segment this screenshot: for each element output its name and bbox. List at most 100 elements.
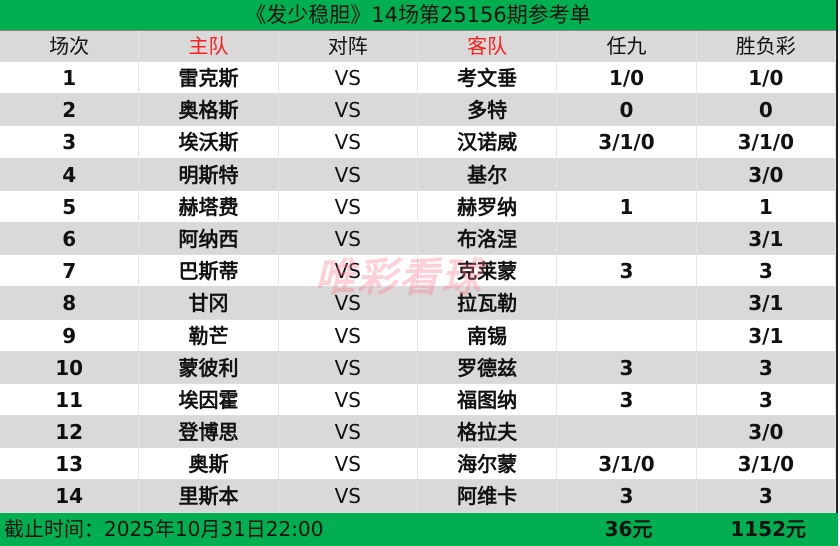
- home-team: 登博思: [139, 416, 279, 448]
- match-no: 8: [0, 287, 140, 319]
- home-team: 赫塔费: [139, 190, 279, 222]
- sfc-pick: 3/0: [697, 158, 836, 190]
- home-team: 奥格斯: [139, 94, 279, 126]
- ren9-pick: [557, 158, 697, 190]
- table-row: 6 阿纳西 VS 布洛涅 3/1: [0, 222, 836, 256]
- versus: VS: [279, 62, 418, 94]
- home-team: 勒芒: [139, 319, 279, 351]
- match-no: 7: [0, 255, 140, 287]
- table-row: 14 里斯本 VS 阿维卡 3 3: [0, 480, 836, 513]
- sfc-pick: 3: [697, 383, 836, 416]
- table-row: 11 埃因霍 VS 福图纳 3 3: [0, 383, 836, 417]
- ren9-pick: 3: [557, 255, 697, 287]
- ren9-pick: [557, 416, 697, 448]
- match-no: 9: [0, 319, 140, 351]
- away-team: 赫罗纳: [418, 190, 558, 222]
- table-row: 4 明斯特 VS 基尔 3/0: [0, 158, 836, 191]
- away-team: 汉诺威: [418, 126, 558, 158]
- header-home-team: 主队: [139, 31, 279, 61]
- header-sfc-pick: 胜负彩: [697, 31, 836, 61]
- home-team: 甘冈: [139, 287, 279, 319]
- away-team: 格拉夫: [418, 416, 558, 448]
- table-row: 2 奥格斯 VS 多特 0 0: [0, 94, 836, 127]
- header-ren9-pick: 任九: [557, 31, 697, 61]
- table-row: 12 登博思 VS 格拉夫 3/0: [0, 416, 836, 449]
- match-no: 11: [0, 383, 140, 416]
- match-no: 2: [0, 94, 140, 126]
- ren9-pick: [557, 319, 697, 351]
- sfc-price: 1152元: [730, 517, 807, 541]
- sfc-pick: 3/1: [697, 222, 836, 255]
- home-team: 埃沃斯: [139, 126, 279, 158]
- versus: VS: [279, 416, 418, 448]
- r9-price: 36元: [604, 517, 653, 541]
- versus: VS: [279, 126, 418, 158]
- ren9-pick: 1: [557, 190, 697, 222]
- ren9-pick: 3/1/0: [557, 126, 697, 158]
- away-team: 海尔蒙: [418, 448, 558, 480]
- header-row: 场次 主队 对阵 客队 任九 胜负彩: [0, 31, 836, 62]
- table-row: 7 巴斯蒂 VS 克莱蒙 3 3: [0, 255, 836, 288]
- table-row: 1 雷克斯 VS 考文垂 1/0 1/0: [0, 62, 836, 95]
- sfc-pick: 1/0: [697, 62, 836, 94]
- footer-row: 截止时间：2025年10月31日22:00 36元 1152元: [0, 513, 838, 546]
- table-title: 《发少稳胆》14场第25156期参考单: [0, 0, 836, 31]
- versus: VS: [279, 287, 418, 319]
- versus: VS: [279, 222, 418, 255]
- table-row: 9 勒芒 VS 南锡 3/1: [0, 319, 836, 352]
- away-team: 罗德兹: [418, 351, 558, 383]
- ren9-pick: 1/0: [557, 62, 697, 94]
- match-no: 6: [0, 222, 140, 255]
- match-no: 10: [0, 351, 140, 383]
- away-team: 南锡: [418, 319, 558, 351]
- versus: VS: [279, 255, 418, 287]
- away-team: 福图纳: [418, 383, 558, 416]
- home-team: 阿纳西: [139, 222, 279, 255]
- home-team: 巴斯蒂: [139, 255, 279, 287]
- away-team: 拉瓦勒: [418, 287, 558, 319]
- versus: VS: [279, 480, 418, 512]
- match-no: 14: [0, 480, 140, 512]
- table-row: 13 奥斯 VS 海尔蒙 3/1/0 3/1/0: [0, 448, 836, 481]
- versus: VS: [279, 448, 418, 480]
- away-team: 阿维卡: [418, 480, 558, 512]
- sfc-pick: 3/1: [697, 319, 836, 351]
- sfc-pick: 3/1: [697, 287, 836, 319]
- away-team: 基尔: [418, 158, 558, 190]
- home-team: 雷克斯: [139, 62, 279, 94]
- versus: VS: [279, 158, 418, 190]
- match-no: 1: [0, 62, 140, 94]
- versus: VS: [279, 94, 418, 126]
- away-team: 克莱蒙: [418, 255, 558, 287]
- versus: VS: [279, 351, 418, 383]
- versus: VS: [279, 190, 418, 222]
- sfc-pick: 0: [697, 94, 836, 126]
- match-no: 3: [0, 126, 140, 158]
- away-team: 多特: [418, 94, 558, 126]
- ren9-pick: 3: [557, 351, 697, 383]
- home-team: 奥斯: [139, 448, 279, 480]
- home-team: 明斯特: [139, 158, 279, 190]
- ren9-pick: 3: [557, 383, 697, 416]
- sfc-pick: 3: [697, 480, 836, 512]
- table-row: 10 蒙彼利 VS 罗德兹 3 3: [0, 351, 836, 384]
- sfc-pick: 3/1/0: [697, 126, 836, 158]
- ren9-pick: [557, 287, 697, 319]
- home-team: 蒙彼利: [139, 351, 279, 383]
- sfc-pick: 3/1/0: [697, 448, 836, 480]
- table-row: 5 赫塔费 VS 赫罗纳 1 1: [0, 190, 836, 223]
- match-no: 12: [0, 416, 140, 448]
- table-row: 3 埃沃斯 VS 汉诺威 3/1/0 3/1/0: [0, 126, 836, 159]
- header-match-no: 场次: [0, 31, 140, 61]
- away-team: 布洛涅: [418, 222, 558, 255]
- header-away-team: 客队: [418, 31, 558, 61]
- away-team: 考文垂: [418, 62, 558, 94]
- match-no: 4: [0, 158, 140, 190]
- ren9-pick: 3: [557, 480, 697, 512]
- match-no: 5: [0, 190, 140, 222]
- header-versus: 对阵: [279, 31, 418, 61]
- versus: VS: [279, 319, 418, 351]
- ren9-pick: 3/1/0: [557, 448, 697, 480]
- deadline: 截止时间：2025年10月31日22:00: [4, 517, 324, 541]
